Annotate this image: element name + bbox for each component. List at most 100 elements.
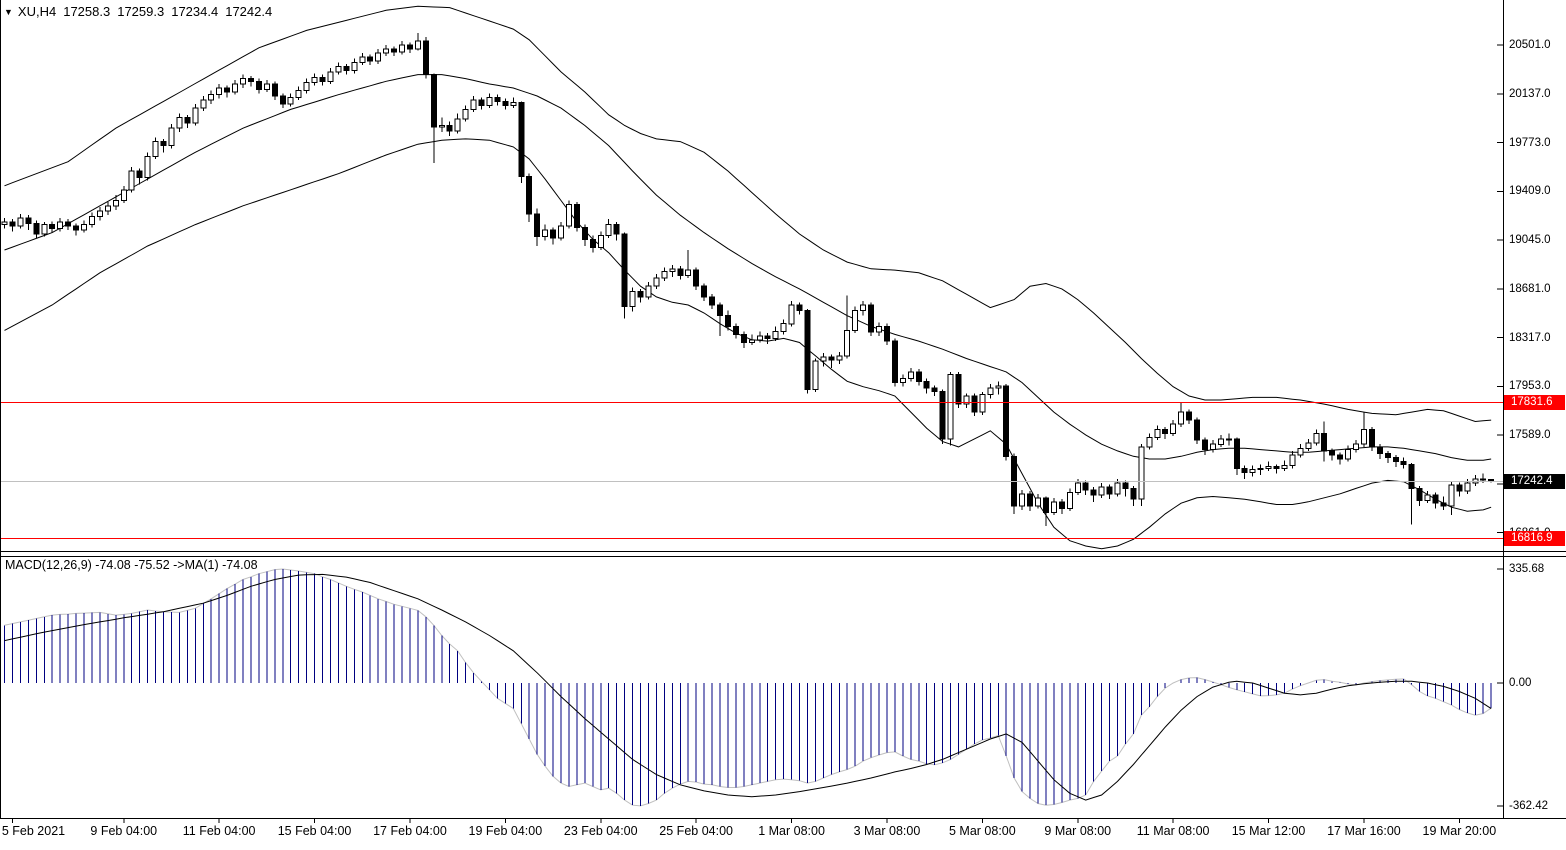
bull-candle-body	[1448, 484, 1455, 507]
bear-candle-body	[319, 76, 326, 82]
price-panel[interactable]	[0, 5, 1503, 550]
bear-candle-body	[804, 309, 811, 390]
time-axis-label: 5 Feb 2021	[1, 824, 66, 838]
bull-candle-body	[756, 335, 763, 341]
bull-candle-body	[1361, 429, 1367, 445]
bear-candle-body	[923, 380, 930, 389]
bear-candle-body	[1440, 502, 1447, 507]
bear-candle-body	[406, 44, 413, 50]
bear-candle-body	[502, 100, 509, 106]
bear-candle-body	[1321, 433, 1328, 452]
bear-candle-body	[725, 315, 731, 327]
bull-candle-body	[112, 200, 119, 207]
bear-candle-body	[1384, 453, 1391, 459]
bull-candle-body	[1281, 465, 1288, 469]
bull-candle-body	[1297, 447, 1304, 456]
bear-candle-body	[1480, 478, 1487, 481]
bear-candle-body	[494, 96, 501, 102]
bull-candle-body	[542, 229, 549, 238]
bull-candle-body	[1345, 449, 1351, 460]
time-axis-label: 11 Feb 04:00	[182, 824, 256, 838]
bull-candle-body	[1066, 492, 1073, 510]
support-price-tag: 16816.9	[1504, 531, 1565, 546]
bull-candle-body	[454, 118, 461, 132]
bear-candle-body	[1233, 438, 1240, 469]
bull-candle-body	[1257, 467, 1264, 471]
bull-candle-body	[629, 291, 636, 307]
bull-candle-body	[605, 224, 612, 236]
bull-candle-body	[470, 99, 477, 110]
bull-candle-body	[216, 87, 223, 96]
bull-candle-body	[335, 66, 342, 73]
bear-candle-body	[740, 333, 747, 343]
candlestick-series	[1, 33, 1495, 526]
bull-candle-body	[1035, 497, 1041, 507]
price-axis-label: 18681.0	[1509, 282, 1551, 295]
bear-candle-body	[1392, 457, 1399, 463]
price-axis-label: 18317.0	[1509, 331, 1551, 344]
macd-indicator-label: MACD(12,26,9) -74.08 -75.52 ->MA(1) -74.…	[5, 558, 258, 572]
bull-candle-body	[812, 360, 819, 390]
bear-candle-body	[1241, 467, 1248, 473]
bull-candle-body	[653, 277, 660, 287]
bear-candle-body	[1408, 463, 1415, 489]
bull-candle-body	[1225, 438, 1232, 441]
bear-candle-body	[971, 395, 978, 413]
bear-candle-body	[391, 48, 398, 53]
bear-candle-body	[422, 40, 429, 76]
symbol-dropdown-icon[interactable]: ▼	[4, 7, 13, 17]
bear-candle-body	[1329, 450, 1336, 456]
bull-candle-body	[414, 40, 421, 50]
bear-candle-body	[224, 87, 231, 93]
bull-candle-body	[1098, 486, 1105, 496]
bull-candle-body	[860, 304, 867, 311]
bull-candle-body	[192, 107, 199, 124]
bull-candle-body	[820, 356, 827, 362]
bull-candle-body	[597, 234, 604, 248]
bull-candle-body	[1146, 437, 1153, 448]
bull-candle-body	[979, 394, 986, 413]
bear-candle-body	[613, 224, 620, 235]
bear-candle-body	[701, 285, 708, 298]
bull-candle-body	[311, 76, 318, 84]
bull-candle-body	[669, 268, 676, 272]
bear-candle-body	[343, 66, 350, 72]
time-axis-label: 19 Feb 04:00	[468, 824, 543, 838]
price-axis-label: 20501.0	[1509, 39, 1551, 51]
bollinger-middle-band-line	[4, 74, 1492, 461]
bull-candle-body	[876, 325, 882, 333]
bull-candle-body	[1313, 433, 1320, 444]
bear-candle-body	[1416, 487, 1423, 501]
bull-candle-body	[1074, 482, 1081, 494]
price-axis-label: 19773.0	[1509, 136, 1551, 149]
bull-candle-body	[152, 141, 159, 157]
bear-candle-body	[884, 325, 890, 342]
bull-candle-body	[240, 78, 246, 85]
bull-candle-body	[486, 96, 493, 106]
macd-panel[interactable]	[4, 568, 1492, 807]
bollinger-lower-band-line	[4, 138, 1492, 550]
header-open-value: 17258.3	[63, 4, 111, 19]
time-axis-label: 9 Feb 04:00	[90, 824, 158, 838]
macd-axis-label: -362.42	[1509, 800, 1549, 812]
bear-candle-body	[915, 371, 922, 382]
bull-candle-body	[17, 217, 24, 227]
bear-candle-body	[1090, 489, 1097, 496]
price-axis-label: 19045.0	[1509, 234, 1551, 246]
macd-main-line	[4, 568, 1492, 807]
chart-header: ▼ XU,H4 17258.3 17259.3 17234.4 17242.4	[4, 4, 279, 19]
bull-candle-body	[303, 82, 310, 92]
bear-candle-body	[1186, 411, 1192, 421]
price-axis-label: 17589.0	[1509, 429, 1551, 441]
bear-candle-body	[677, 268, 684, 276]
time-axis-label: 11 Mar 08:00	[1136, 824, 1210, 838]
bull-candle-body	[41, 224, 48, 235]
bear-candle-body	[160, 141, 167, 147]
bull-candle-body	[359, 56, 366, 64]
bear-candle-body	[550, 229, 557, 239]
bull-candle-body	[1050, 501, 1057, 513]
bear-candle-body	[1337, 454, 1344, 460]
price-axis-label: 17953.0	[1509, 380, 1551, 393]
bull-candle-body	[788, 304, 795, 325]
